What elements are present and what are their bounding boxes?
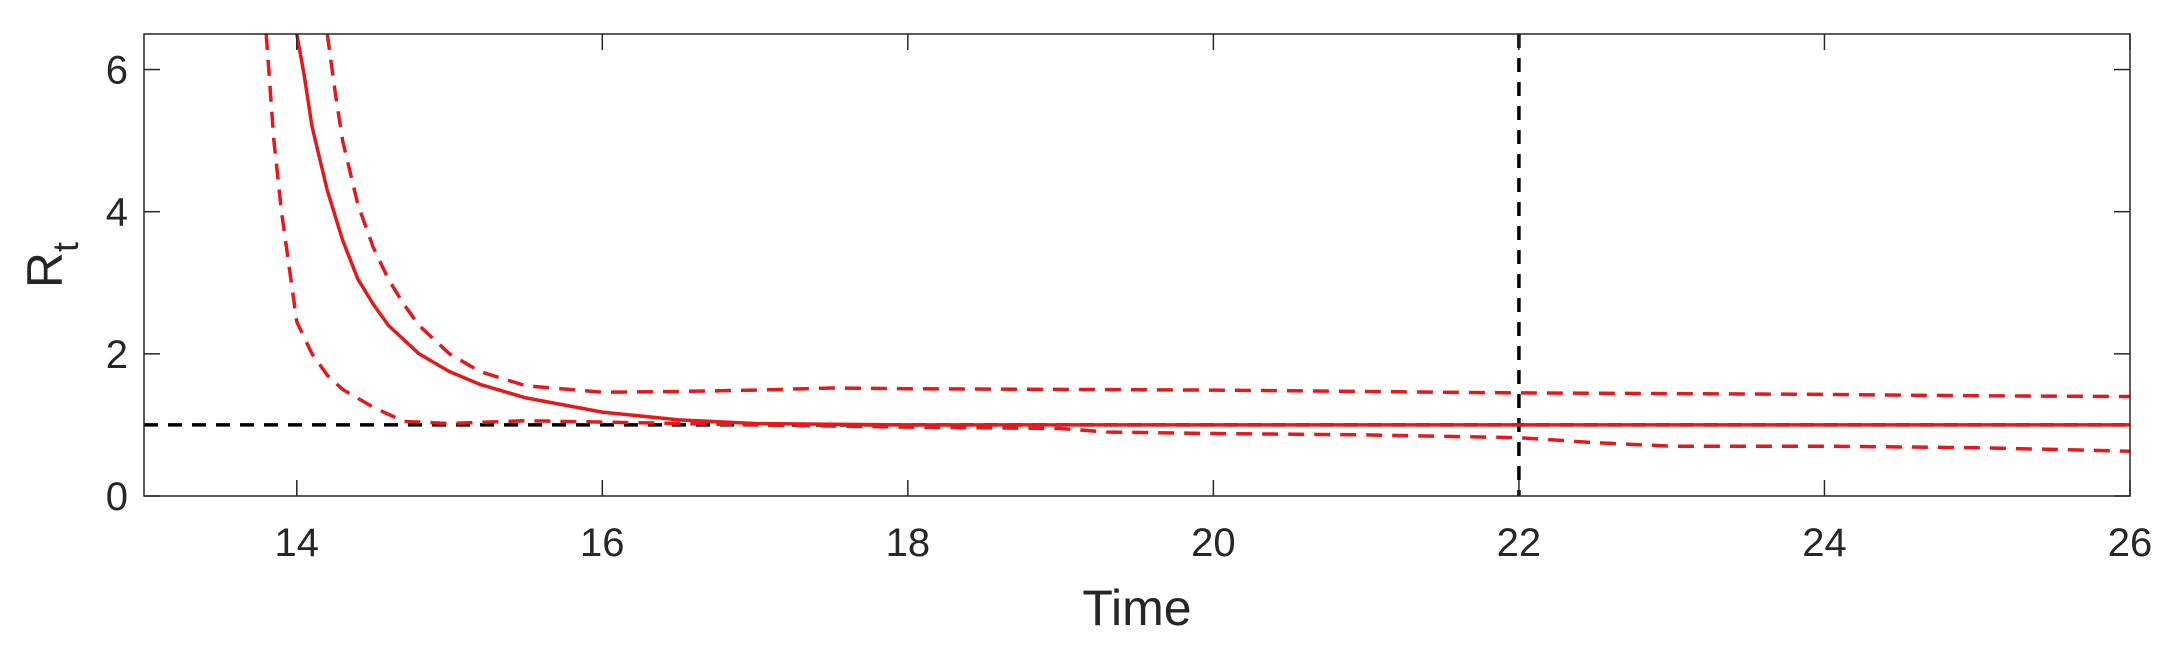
y-tick-label: 4 bbox=[106, 191, 128, 235]
x-axis: 14 16 18 20 22 24 26 bbox=[275, 34, 2153, 565]
x-tick-label: 16 bbox=[580, 521, 625, 565]
x-tick-label: 26 bbox=[2108, 521, 2153, 565]
series-line-3 bbox=[264, 34, 2130, 453]
y-tick-label: 2 bbox=[106, 333, 128, 377]
plot-area bbox=[144, 34, 2130, 496]
x-tick-label: 20 bbox=[1191, 521, 1236, 565]
y-axis-label: Rt bbox=[17, 242, 86, 288]
series-group bbox=[264, 34, 2130, 453]
x-axis-label: Time bbox=[1082, 580, 1191, 636]
y-axis-label-main: R bbox=[17, 252, 73, 288]
series-line-1 bbox=[295, 34, 2130, 427]
x-tick-label: 22 bbox=[1497, 521, 1542, 565]
x-tick-label: 14 bbox=[275, 521, 320, 565]
y-axis: 0 2 4 6 bbox=[106, 49, 2130, 519]
x-tick-label: 24 bbox=[1802, 521, 1847, 565]
series-line-2 bbox=[325, 34, 2130, 399]
y-tick-label: 6 bbox=[106, 49, 128, 93]
y-axis-label-sub: t bbox=[45, 242, 86, 252]
x-tick-label: 18 bbox=[886, 521, 931, 565]
axes-box bbox=[143, 33, 2131, 497]
y-tick-label: 0 bbox=[106, 475, 128, 519]
